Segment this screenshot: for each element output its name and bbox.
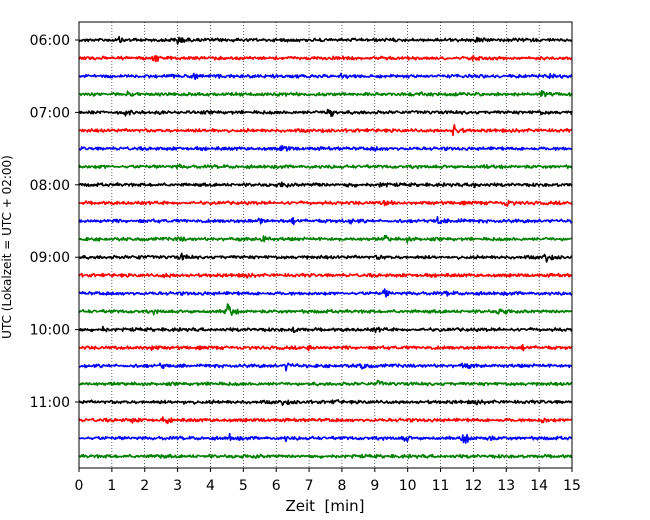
trace-0830 xyxy=(78,216,573,226)
x-tick-label: 2 xyxy=(140,478,149,494)
trace-0845 xyxy=(78,234,573,244)
trace-0630 xyxy=(78,72,573,81)
y-tick-label: 06:00 xyxy=(30,33,70,49)
x-axis-label: Zeit [min] xyxy=(285,497,364,515)
trace-0645 xyxy=(78,89,573,98)
y-axis-ticks: 06:00 07:00 08:00 09:00 10:00 11:00 xyxy=(30,33,79,411)
trace-0945 xyxy=(78,303,573,316)
y-tick-label: 10:00 xyxy=(30,323,70,339)
trace-1100 xyxy=(78,399,573,406)
x-tick-label: 13 xyxy=(497,478,515,494)
y-axis-label: UTC (Lokalzeit = UTC + 02:00) xyxy=(0,155,14,339)
x-tick-label: 5 xyxy=(239,478,248,494)
trace-1145 xyxy=(78,453,573,459)
x-axis-ticks: 0 1 2 3 4 5 6 7 8 9 10 11 12 13 14 15 xyxy=(75,468,581,494)
trace-1130 xyxy=(78,432,573,444)
x-tick-label: 15 xyxy=(563,478,581,494)
x-tick-label: 6 xyxy=(272,478,281,494)
trace-0930 xyxy=(78,288,573,298)
y-tick-label: 11:00 xyxy=(30,395,70,411)
trace-1045 xyxy=(78,379,573,387)
x-tick-label: 12 xyxy=(464,478,482,494)
y-tick-label: 08:00 xyxy=(30,178,70,194)
x-tick-label: 8 xyxy=(337,478,346,494)
y-tick-label: 09:00 xyxy=(30,250,70,266)
trace-0615 xyxy=(78,54,573,63)
x-tick-label: 14 xyxy=(530,478,548,494)
trace-0700 xyxy=(78,108,573,118)
y-tick-label: 07:00 xyxy=(30,105,70,121)
grid-lines xyxy=(111,22,540,468)
x-tick-label: 0 xyxy=(75,478,84,494)
x-tick-label: 1 xyxy=(107,478,116,494)
trace-1030 xyxy=(78,362,573,372)
x-tick-label: 7 xyxy=(305,478,314,494)
x-tick-label: 11 xyxy=(432,478,450,494)
trace-0915 xyxy=(78,272,573,279)
trace-0730 xyxy=(78,145,573,152)
trace-0600 xyxy=(78,35,573,45)
x-tick-label: 3 xyxy=(173,478,182,494)
x-tick-label: 9 xyxy=(370,478,379,494)
trace-0900 xyxy=(78,252,573,263)
trace-1000 xyxy=(78,325,573,334)
trace-0800 xyxy=(78,181,573,189)
traces xyxy=(78,35,573,459)
trace-0745 xyxy=(78,163,573,170)
trace-0715 xyxy=(78,124,573,137)
trace-1015 xyxy=(78,343,573,352)
trace-0815 xyxy=(78,199,573,207)
x-tick-label: 10 xyxy=(399,478,417,494)
plot-frame xyxy=(78,21,573,469)
trace-1115 xyxy=(78,416,573,425)
x-tick-label: 4 xyxy=(206,478,215,494)
